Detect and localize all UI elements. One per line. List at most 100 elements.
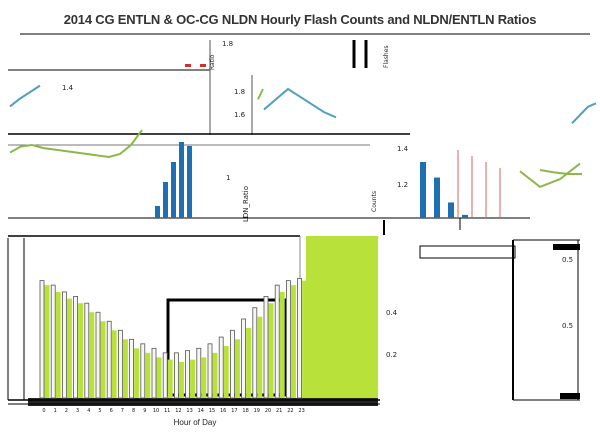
bar-middle-4 [187, 146, 192, 218]
bar-gray-hour-0 [39, 280, 45, 399]
x-tick-label-hour-21: 21 [276, 408, 282, 414]
y-tick-label-upper-left: 1.4 [62, 84, 74, 92]
y-tick-label-inset-bottom: 0.5 [562, 322, 573, 330]
y-axis-label-upper-middle: Ratio [209, 54, 216, 70]
y-tick-label-main-high: 0.4 [386, 309, 398, 317]
bar-gray-hour-20 [263, 296, 269, 399]
bar-layer [39, 142, 501, 399]
bar-middle-3 [179, 142, 184, 218]
x-tick-label-hour-0: 0 [42, 408, 45, 414]
bar-gray-hour-9 [140, 343, 146, 399]
x-tick-label-hour-22: 22 [287, 408, 293, 414]
y-tick-label-upper-right-mid: 1.2 [397, 181, 408, 189]
series-blue-line-upper-left [9, 84, 41, 108]
bar-lime-hour-4 [89, 312, 95, 398]
bar-gray-hour-12 [173, 352, 179, 399]
bar-gray-hour-13 [185, 350, 191, 399]
bar-lime-hour-17 [234, 339, 240, 398]
x-tick-label-hour-7: 7 [121, 408, 124, 414]
bar-gray-hour-7 [118, 329, 123, 399]
tick-label-layer: 1.4 1.8 1.6 1.8 Ratio 1.4 1.2 Counts 1 LDN_Ratio 0… [42, 40, 573, 414]
series-green-line-upper-left [9, 129, 143, 159]
bar-gray-hour-15 [207, 343, 213, 399]
x-tick-label-hour-14: 14 [198, 408, 204, 414]
bar-lime-hour-15 [212, 352, 218, 398]
bar-gray-hour-18 [241, 318, 247, 399]
bar-gray-hour-8 [129, 338, 135, 399]
bar-gray-hour-23 [297, 277, 303, 399]
bar-gray-hour-19 [252, 307, 258, 399]
x-tick-label-hour-8: 8 [132, 408, 135, 414]
x-tick-label-hour-11: 11 [164, 408, 170, 414]
bar-lime-hour-23 [302, 280, 308, 398]
bar-gray-hour-4 [84, 302, 90, 399]
bar-middle-1 [163, 182, 168, 218]
y-tick-label-main-low: 0.2 [386, 351, 397, 359]
bar-gray-hour-10 [151, 347, 157, 399]
x-tick-label-hour-19: 19 [254, 408, 260, 414]
bar-lime-hour-7 [122, 339, 128, 398]
bar-lime-hour-21 [279, 291, 285, 398]
bar-lime-hour-0 [44, 285, 50, 398]
y-tick-label-upper-middle-mid: 1.6 [234, 111, 246, 119]
bar-lime-hour-20 [268, 303, 274, 398]
bar-lime-hour-12 [178, 361, 184, 398]
bar-lime-hour-22 [290, 285, 296, 398]
x-tick-label-hour-2: 2 [65, 408, 68, 414]
x-tick-label-hour-17: 17 [231, 408, 237, 414]
x-tick-label-hour-12: 12 [175, 408, 181, 414]
x-tick-label-hour-9: 9 [143, 408, 146, 414]
chart-title: 2014 CG ENTLN & OC-CG NLDN Hourly Flash … [63, 12, 537, 27]
bar-lime-hour-16 [223, 346, 229, 398]
bar-lime-hour-19 [257, 316, 263, 398]
bar-lime-hour-14 [201, 357, 207, 398]
x-tick-label-hour-13: 13 [186, 408, 192, 414]
bar-gray-hour-5 [95, 311, 101, 399]
bar-upper-right-3 [462, 214, 468, 218]
bar-gray-hour-22 [285, 280, 291, 399]
bar-upper-right-0 [420, 162, 426, 218]
y-axis-label-upper-right: Counts [371, 191, 378, 212]
bar-lime-hour-6 [111, 330, 117, 398]
bar-lime-hour-5 [100, 321, 106, 398]
bar-gray-hour-1 [50, 284, 56, 399]
x-tick-label-hour-16: 16 [220, 408, 226, 414]
y-axis-label-main: Flashes [383, 45, 390, 68]
x-tick-label-hour-15: 15 [209, 408, 215, 414]
bar-lime-hour-2 [66, 298, 72, 398]
bar-middle-2 [171, 162, 176, 218]
bar-lime-hour-1 [55, 291, 61, 398]
bar-lime-hour-8 [134, 348, 140, 398]
x-tick-label-hour-23: 23 [298, 408, 304, 414]
bar-middle-0 [155, 206, 160, 218]
bar-lime-hour-9 [145, 352, 151, 398]
bar-gray-hour-16 [218, 336, 224, 399]
x-axis-title: Hour of Day [173, 418, 217, 427]
x-tick-label-hour-5: 5 [98, 408, 101, 414]
bar-lime-hour-3 [78, 303, 84, 398]
x-tick-label-hour-1: 1 [54, 408, 57, 414]
bar-lime-hour-13 [190, 359, 196, 398]
bar-gray-hour-11 [162, 352, 168, 399]
bar-gray-hour-6 [106, 320, 112, 399]
y-tick-label-upper-middle-low: 1.8 [234, 88, 245, 96]
lime-block-main [306, 236, 378, 398]
bar-gray-hour-14 [196, 347, 202, 399]
bar-gray-hour-2 [62, 291, 67, 399]
y-tick-label-upper-middle-top: 1.8 [222, 40, 233, 48]
y-tick-label-middle: 1 [226, 174, 230, 182]
line-layer [9, 84, 597, 189]
bar-lime-hour-18 [246, 328, 252, 398]
x-tick-label-hour-10: 10 [153, 408, 159, 414]
y-tick-label-upper-right-top: 1.4 [397, 145, 409, 153]
bar-upper-right-2 [448, 202, 454, 218]
x-tick-label-hour-20: 20 [265, 408, 271, 414]
series-blue-line-upper-far-right [571, 102, 597, 125]
bar-gray-hour-3 [73, 296, 78, 399]
y-axis-label-middle: LDN_Ratio [242, 186, 250, 222]
x-tick-label-hour-4: 4 [87, 408, 90, 414]
series-green-line-upper-right [519, 162, 581, 189]
bar-gray-hour-17 [229, 329, 235, 399]
